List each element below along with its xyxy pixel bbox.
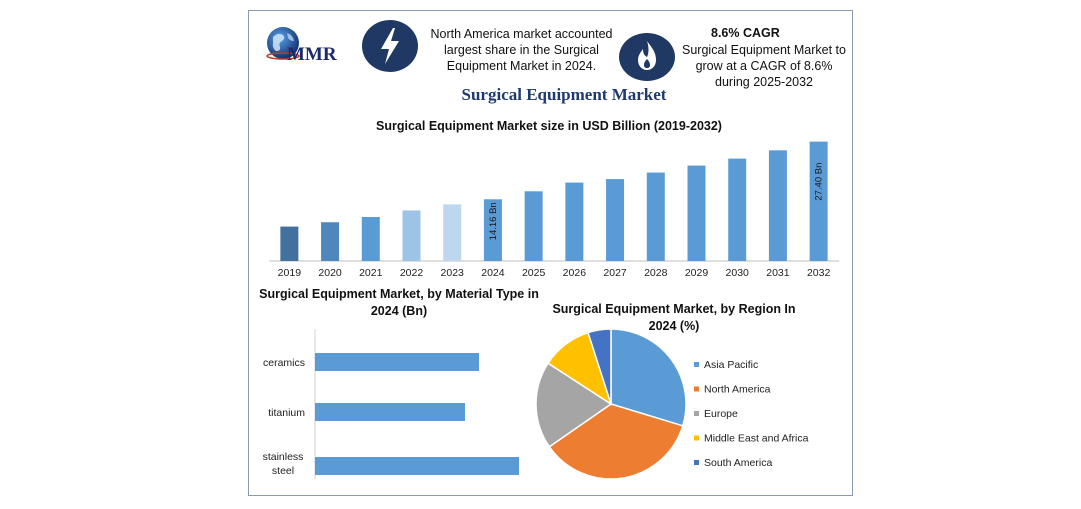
- legend-swatch: [694, 411, 699, 416]
- size-chart-title: Surgical Equipment Market size in USD Bi…: [376, 119, 722, 133]
- legend-swatch: [694, 362, 699, 367]
- bar-2024: [483, 199, 502, 261]
- bar-2026: [565, 182, 584, 261]
- x-tick-label: 2026: [563, 267, 587, 279]
- cagr-description: Surgical Equipment Market to grow at a C…: [682, 43, 846, 89]
- globe-icon: [266, 27, 300, 60]
- x-tick-label: 2030: [726, 267, 750, 279]
- bar-2027: [606, 179, 625, 261]
- legend-label: North America: [704, 384, 771, 396]
- main-title: Surgical Equipment Market: [461, 85, 667, 104]
- bar-2020: [321, 222, 340, 261]
- data-label-2024: 14.16 Bn: [488, 202, 499, 240]
- bar-titanium: [315, 403, 465, 421]
- region-chart-title: Surgical Equipment Market, by Region In …: [552, 302, 796, 333]
- y-tick-label: stainless steel: [263, 451, 304, 477]
- x-tick-label: 2024: [481, 267, 505, 279]
- x-tick-label: 2025: [522, 267, 546, 279]
- legend-label: Middle East and Africa: [704, 433, 809, 445]
- bar-2031: [768, 150, 787, 261]
- legend-label: Europe: [704, 408, 738, 420]
- bar-2025: [524, 191, 543, 261]
- material-chart-title: Surgical Equipment Market, by Material T…: [259, 287, 539, 318]
- legend-label: South America: [704, 457, 772, 469]
- bar-2021: [361, 216, 380, 261]
- material-type-bar-chart: ceramics titanium stainless steel: [263, 329, 519, 479]
- bar-2032: [809, 141, 828, 261]
- bar-2030: [728, 158, 747, 261]
- slice-europe: [535, 362, 613, 448]
- bar-ceramics: [315, 353, 479, 371]
- legend-swatch: [694, 460, 699, 465]
- x-tick-label: 2022: [400, 267, 424, 279]
- bar-2019: [280, 226, 299, 261]
- x-tick-label: 2029: [685, 267, 709, 279]
- infographic-frame: MMR North America market accounted large…: [248, 10, 853, 496]
- x-tick-label: 2021: [359, 267, 383, 279]
- x-tick-label: 2020: [318, 267, 342, 279]
- market-size-bar-chart: 2019 2020 2021 2022 2023 2024 14.16 Bn 2025 2026…: [269, 141, 839, 279]
- bar-2028: [646, 172, 665, 261]
- logo-text: MMR: [287, 44, 337, 65]
- legend-label: Asia Pacific: [704, 359, 758, 371]
- slice-asia-pacific: [610, 329, 687, 427]
- bar-2023: [443, 204, 462, 261]
- x-tick-label: 2027: [603, 267, 627, 279]
- legend-swatch: [694, 386, 699, 392]
- legend-swatch: [694, 435, 699, 441]
- slice-north-america: [548, 403, 684, 480]
- y-tick-label: titanium: [268, 407, 305, 419]
- cagr-headline: 8.6% CAGR: [711, 26, 780, 40]
- x-tick-label: 2032: [807, 267, 831, 279]
- x-tick-label: 2031: [766, 267, 790, 279]
- lightning-bolt-icon: [362, 20, 418, 72]
- north-america-share-text: North America market accounted largest s…: [430, 27, 613, 73]
- slice-south-america: [587, 329, 612, 405]
- y-tick-label: ceramics: [263, 357, 305, 369]
- flame-icon: [619, 33, 675, 81]
- x-tick-label: 2028: [644, 267, 668, 279]
- x-tick-label: 2023: [441, 267, 465, 279]
- region-pie-chart: Asia Pacific North America Europe Middle Ea…: [535, 329, 809, 480]
- bar-2029: [687, 165, 706, 261]
- x-tick-label: 2019: [278, 267, 302, 279]
- bar-stainless-steel: [315, 457, 519, 475]
- data-label-2032: 27.40 Bn: [814, 163, 825, 201]
- bar-2022: [402, 210, 421, 261]
